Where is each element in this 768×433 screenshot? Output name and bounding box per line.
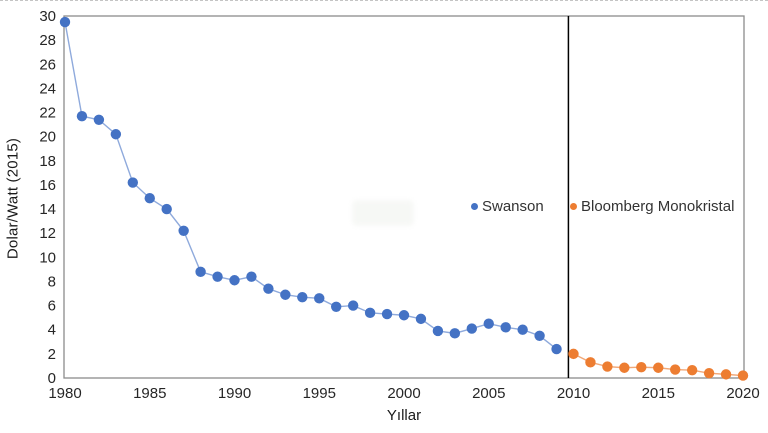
- swanson-point: [110, 129, 122, 140]
- x-tick-label: 2015: [642, 385, 675, 402]
- x-tick-label: 1980: [48, 385, 81, 402]
- bloomberg-monokristal-point: [737, 370, 749, 381]
- legend-item-swanson: Swanson: [471, 198, 544, 215]
- y-tick-label: 6: [48, 298, 56, 315]
- swanson-point: [551, 343, 562, 355]
- y-tick-label: 2: [48, 346, 56, 363]
- bloomberg-marker-icon: [570, 203, 577, 210]
- bloomberg-monokristal-point: [568, 348, 579, 360]
- swanson-point: [483, 318, 494, 329]
- series-bloomberg-monokristal: [568, 348, 749, 381]
- swanson-marker-icon: [471, 203, 478, 210]
- bloomberg-monokristal-point: [619, 362, 630, 373]
- swanson-point: [381, 308, 393, 320]
- x-tick-label: 2020: [726, 385, 759, 402]
- y-tick-label: 20: [39, 129, 56, 146]
- legend-label-bloomberg: Bloomberg Monokristal: [581, 198, 735, 215]
- swanson-point: [347, 300, 359, 311]
- plot-frame: [63, 15, 745, 379]
- bloomberg-monokristal-point: [703, 367, 715, 379]
- bloomberg-monokristal-point: [636, 361, 647, 373]
- y-axis-title: Dolar/Watt (2015): [4, 137, 22, 260]
- x-axis-ticks: 1980 1985 1990 1995 2000 2005 2010 2015 2020: [48, 385, 759, 402]
- bloomberg-monokristal-point: [585, 357, 596, 368]
- bloomberg-monokristal-point: [670, 364, 681, 375]
- x-tick-label: 1995: [303, 385, 336, 402]
- y-tick-label: 30: [39, 8, 56, 25]
- swanson-point: [449, 328, 461, 339]
- swanson-point: [432, 325, 444, 337]
- swanson-point: [364, 307, 376, 319]
- y-tick-label: 10: [39, 249, 56, 266]
- bloomberg-monokristal-point: [720, 369, 732, 380]
- swanson-point: [93, 114, 105, 125]
- swanson-point: [398, 310, 410, 321]
- bloomberg-monokristal-point: [686, 364, 698, 376]
- x-tick-label: 2005: [472, 385, 505, 402]
- swanson-point: [314, 293, 325, 304]
- legend-item-bloomberg: Bloomberg Monokristal: [570, 198, 734, 215]
- x-tick-label: 2000: [387, 385, 420, 402]
- swanson-point: [195, 266, 206, 278]
- swanson-point: [178, 225, 189, 236]
- bloomberg-monokristal-point: [653, 362, 664, 373]
- swanson-point: [127, 177, 138, 188]
- legend-label-swanson: Swanson: [482, 198, 544, 215]
- swanson-point: [500, 322, 511, 333]
- y-tick-label: 4: [48, 322, 56, 339]
- y-tick-label: 22: [39, 105, 56, 122]
- swanson-point: [466, 323, 477, 334]
- series-swanson: [59, 16, 562, 355]
- swanson-point: [331, 301, 342, 313]
- y-tick-label: 24: [39, 80, 56, 97]
- swanson-point: [297, 291, 308, 303]
- x-tick-label: 1990: [218, 385, 251, 402]
- y-tick-label: 26: [39, 56, 56, 73]
- swanson-point: [263, 283, 274, 294]
- y-tick-label: 16: [39, 177, 56, 194]
- y-tick-label: 0: [48, 370, 56, 387]
- x-tick-label: 1985: [133, 385, 166, 402]
- y-tick-label: 8: [48, 273, 56, 290]
- y-tick-label: 12: [39, 225, 56, 242]
- y-tick-label: 14: [39, 201, 56, 218]
- swanson-line: [64, 21, 557, 350]
- swanson-point: [161, 203, 172, 215]
- swanson-point: [76, 110, 88, 122]
- y-tick-label: 28: [39, 32, 56, 49]
- x-axis-title: Yıllar: [386, 407, 422, 424]
- swanson-point: [517, 324, 528, 335]
- y-tick-label: 18: [39, 153, 56, 170]
- bloomberg-monokristal-point: [602, 361, 613, 372]
- watermark: [352, 200, 414, 226]
- x-tick-label: 2010: [557, 385, 590, 402]
- swanson-point: [415, 313, 427, 325]
- swanson-point: [534, 330, 545, 341]
- swanson-point: [229, 275, 240, 286]
- swanson-point: [59, 16, 71, 28]
- swanson-point: [280, 289, 291, 300]
- swanson-point: [246, 271, 257, 282]
- swanson-point: [212, 271, 223, 282]
- swanson-point: [144, 193, 155, 204]
